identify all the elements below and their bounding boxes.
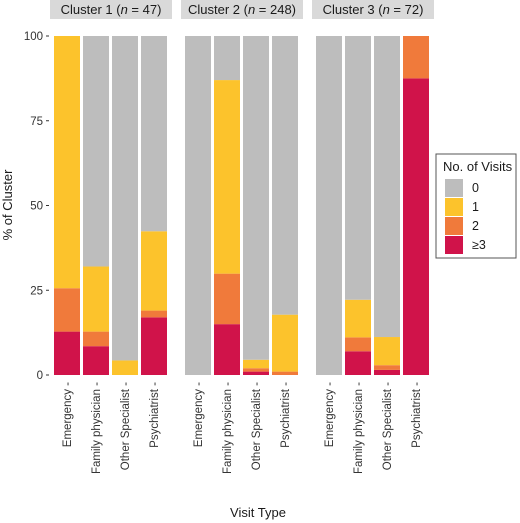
bar-segment-3-2-1 [345,299,371,338]
y-tick-label: 75 [30,116,43,128]
x-tick-label: Psychiatrist - [149,382,161,448]
y-axis-title: % of Cluster [0,169,15,240]
bar-segment-2-4-1 [272,314,298,372]
x-tick-label: Emergency - [62,382,74,447]
bar-segment-2-2-≥3 [214,324,240,375]
x-tick-label: Family physician - [91,382,103,474]
legend-box [435,153,517,259]
bar-segment-3-1-0 [316,36,342,375]
legend-key-2 [445,198,463,216]
x-axis: Emergency - Family physician - Other Speci… [62,382,423,474]
bar-segment-2-3-≥3 [243,371,269,375]
facet-strip-1 [50,0,172,19]
bar-segment-3-2-2 [345,337,371,352]
bar-segment-3-4-2 [403,36,429,79]
x-tick-label: Family physician - [353,382,365,474]
legend-key-4 [445,236,463,254]
bar-segment-1-1-1 [54,36,80,289]
bar-segment-2-3-1 [243,359,269,369]
legend-key-1 [445,179,463,197]
facet-strip-label-2: Cluster 2 (n = 248) [188,2,296,17]
bar-segment-1-4-≥3 [141,317,167,375]
legend-label-2: 1 [472,200,479,214]
y-axis: 0 25 50 75 100 [24,31,49,382]
bars [54,36,429,375]
bar-segment-1-1-2 [54,288,80,332]
bar-segment-1-1-≥3 [54,331,80,375]
bar-segment-1-3-1 [112,360,138,375]
bar-segment-1-4-0 [141,36,167,232]
bar-segment-3-3-1 [374,337,400,366]
facet-strip-3 [312,0,434,19]
bar-segment-1-2-0 [83,36,109,267]
bar-segment-2-3-2 [243,368,269,372]
bar-segment-2-2-0 [214,36,240,81]
legend-label-3: 2 [472,219,479,233]
bar-segment-1-2-≥3 [83,346,109,375]
x-tick-label: Psychiatrist - [411,382,423,448]
legend-title: No. of Visits [443,159,513,174]
bar-segment-3-4-≥3 [403,78,429,375]
facet-strips: Cluster 1 (n = 47) Cluster 2 (n = 248) Clu… [50,0,434,19]
bar-segment-1-3-0 [112,36,138,361]
x-tick-label: Emergency - [193,382,205,447]
x-tick-label: Family physician - [222,382,234,474]
bar-segment-1-2-1 [83,266,109,332]
x-tick-label: Other Specialist - [251,382,263,470]
legend: No. of Visits 0 1 2 ≥3 [435,153,517,259]
bar-segment-3-3-2 [374,365,400,370]
x-axis-title: Visit Type [230,505,286,520]
bar-segment-1-2-2 [83,331,109,347]
bar-segment-1-4-2 [141,310,167,318]
legend-label-4: ≥3 [472,238,486,252]
bar-segment-2-2-1 [214,80,240,274]
x-tick-label: Other Specialist - [382,382,394,470]
y-tick-label: 25 [30,285,43,297]
x-tick-label: Other Specialist - [120,382,132,470]
bar-segment-3-3-0 [374,36,400,338]
x-tick-label: Emergency - [324,382,336,447]
legend-label-1: 0 [472,181,479,195]
bar-segment-2-1-0 [185,36,211,375]
y-tick-label: 100 [24,31,43,43]
facet-strip-2 [181,0,303,19]
y-tick-label: 0 [37,370,43,382]
x-tick-label: Psychiatrist - [280,382,292,448]
y-tick-label: 50 [30,201,43,213]
facet-strip-label-3: Cluster 3 (n = 72) [323,2,424,17]
bar-segment-2-3-0 [243,36,269,360]
bar-segment-2-4-2 [272,371,298,375]
bar-segment-3-3-≥3 [374,369,400,375]
bar-segment-2-4-0 [272,36,298,315]
facet-strip-label-1: Cluster 1 (n = 47) [61,2,162,17]
legend-key-3 [445,217,463,235]
bar-segment-3-2-≥3 [345,351,371,375]
bar-segment-2-2-2 [214,273,240,325]
bar-segment-3-2-0 [345,36,371,300]
bar-segment-1-4-1 [141,231,167,311]
